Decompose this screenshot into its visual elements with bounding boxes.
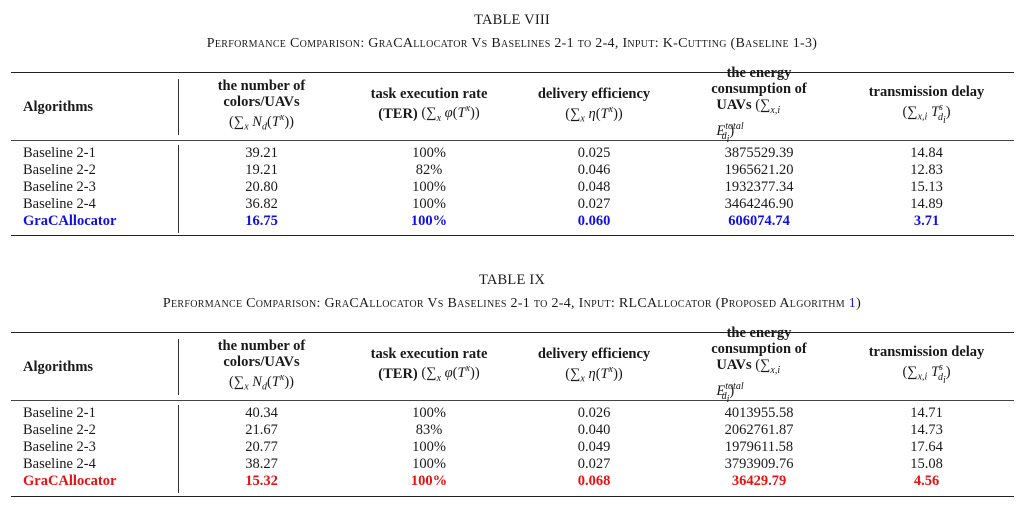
table-8-title-text: Performance Comparison: GraCAllocator Vs… — [206, 36, 818, 51]
table-8: Algorithms the number of colors/UAVs (∑x… — [11, 65, 1014, 236]
header-colors-uavs: the number of colors/UAVs (∑x Nd(Tx)) — [179, 333, 344, 400]
table-9-title: Performance Comparison: GraCAllocator Vs… — [162, 296, 862, 311]
table-9-header: Algorithms the number of colors/UAVs (∑x… — [11, 325, 1014, 405]
column-divider — [178, 405, 179, 493]
table-9-body: Baseline 2-1 40.34 100% 0.026 4013955.58… — [11, 401, 1014, 496]
table-8-header: Algorithms the number of colors/UAVs (∑x… — [11, 65, 1014, 145]
table-row: Baseline 2-1 40.34 100% 0.026 4013955.58… — [23, 405, 943, 421]
table-row-highlight: GraCAllocator 16.75 100% 0.060 606074.74… — [23, 213, 940, 229]
table-row: Baseline 2-3 20.80 100% 0.048 1932377.34… — [23, 179, 943, 195]
formula-ter: (∑x φ(Tx)) — [421, 103, 480, 125]
header-transmission-delay: transmission delay (∑x,i Tsdi) — [844, 333, 1009, 400]
formula-colors: (∑x Nd(Tx)) — [229, 371, 294, 393]
column-divider — [178, 145, 179, 233]
header-energy: the energy consumption of UAVs (∑x,i Eto… — [711, 65, 807, 145]
table-8-body: Baseline 2-1 39.21 100% 0.025 3875529.39… — [11, 141, 1014, 235]
header-ter: task execution rate (TER) (∑x φ(Tx)) — [370, 345, 488, 385]
table-9: Algorithms the number of colors/UAVs (∑x… — [11, 325, 1014, 497]
header-delivery-efficiency: delivery efficiency (∑x η(Tx)) — [514, 73, 674, 140]
header-algorithms: Algorithms — [23, 358, 94, 375]
column-divider — [178, 339, 179, 395]
formula-energy: (∑x,i Etotaldi) — [716, 357, 781, 405]
formula-delay: (∑x,i Tsdi) — [902, 102, 951, 126]
header-algorithms: Algorithms — [23, 98, 94, 115]
table-row-highlight: GraCAllocator 15.32 100% 0.068 36429.79 … — [23, 473, 940, 489]
table-row: Baseline 2-2 19.21 82% 0.046 1965621.20 … — [23, 162, 943, 178]
header-energy: the energy consumption of UAVs (∑x,i Eto… — [711, 325, 807, 405]
table-9-title-text: Performance Comparison: GraCAllocator Vs… — [162, 296, 849, 311]
formula-colors: (∑x Nd(Tx)) — [229, 111, 294, 133]
header-transmission-delay: transmission delay (∑x,i Tsdi) — [844, 73, 1009, 140]
formula-energy: (∑x,i Etotaldi) — [716, 97, 781, 145]
formula-delay: (∑x,i Tsdi) — [902, 362, 951, 386]
header-ter: task execution rate (TER) (∑x φ(Tx)) — [370, 85, 488, 125]
header-colors-uavs: the number of colors/UAVs (∑x Nd(Tx)) — [179, 73, 344, 140]
table-row: Baseline 2-4 36.82 100% 0.027 3464246.90… — [23, 196, 943, 212]
table-8-title: Performance Comparison: GraCAllocator Vs… — [0, 36, 1024, 52]
column-divider — [178, 79, 179, 135]
table-row: Baseline 2-3 20.77 100% 0.049 1979611.58… — [23, 439, 943, 455]
table-row: Baseline 2-2 21.67 83% 0.040 2062761.87 … — [23, 422, 943, 438]
table-row: Baseline 2-1 39.21 100% 0.025 3875529.39… — [23, 145, 943, 161]
table-8-number: TABLE VIII — [474, 12, 550, 28]
algorithm-ref-link[interactable]: 1 — [848, 296, 857, 311]
table-row: Baseline 2-4 38.27 100% 0.027 3793909.76… — [23, 456, 943, 472]
formula-ter: (∑x φ(Tx)) — [421, 363, 480, 385]
header-delivery-efficiency: delivery efficiency (∑x η(Tx)) — [514, 333, 674, 400]
table-9-number: TABLE IX — [478, 272, 546, 288]
formula-delivery: (∑x η(Tx)) — [565, 103, 623, 125]
formula-delivery: (∑x η(Tx)) — [565, 363, 623, 385]
